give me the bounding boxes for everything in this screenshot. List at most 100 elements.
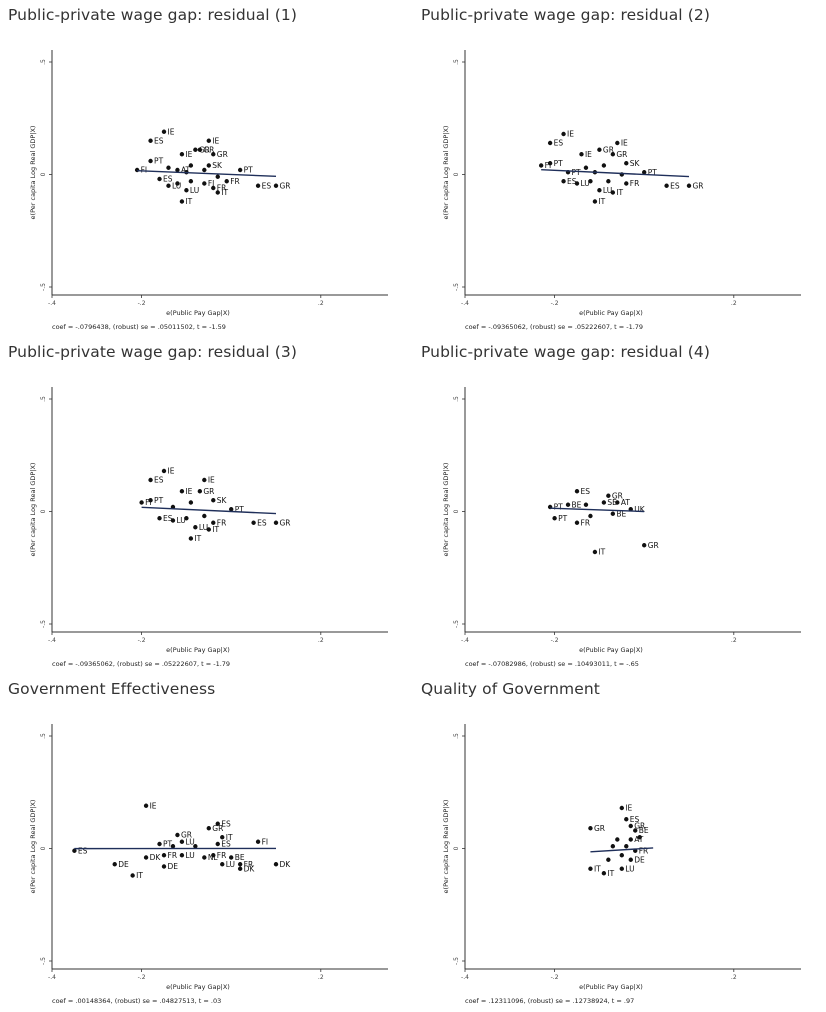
y-tick-label: -.5 <box>453 620 460 628</box>
point-label: DE <box>634 855 645 864</box>
data-point <box>170 844 176 849</box>
point-label: ES <box>154 476 164 485</box>
data-point <box>211 152 216 157</box>
data-point <box>619 866 624 871</box>
data-point <box>583 165 589 170</box>
fit-line <box>590 847 654 853</box>
data-point <box>606 857 611 862</box>
point-label: FI <box>141 166 148 175</box>
point-label: DK <box>150 853 162 862</box>
point-label: AT <box>621 498 631 507</box>
y-tick-label: -.5 <box>453 283 460 291</box>
data-point <box>179 199 185 204</box>
point-label: SK <box>217 496 228 505</box>
data-point <box>130 873 135 878</box>
data-point <box>588 513 593 519</box>
point-label: IT <box>607 869 614 878</box>
chart-panel: Public-private wage gap: residual (3) -.5… <box>0 337 413 674</box>
point-label: IT <box>598 197 605 206</box>
point-label: IT <box>594 864 601 873</box>
point-label: FI <box>545 161 552 170</box>
data-point <box>148 498 153 503</box>
data-point <box>161 129 167 134</box>
point-label: IT <box>221 188 228 197</box>
x-axis-label: e(Public Pay Gap|X) <box>579 646 643 654</box>
data-point <box>179 839 185 844</box>
point-label: LU <box>226 860 235 869</box>
data-point <box>134 167 140 173</box>
y-tick-label: 0 <box>453 509 460 513</box>
point-label: GR <box>603 145 614 154</box>
data-point <box>112 862 117 867</box>
point-label: ES <box>630 815 640 824</box>
point-label: IE <box>585 150 592 159</box>
x-tick-label: -.4 <box>461 300 469 307</box>
x-tick-label: .2 <box>731 637 737 644</box>
y-axis-label: e(Per capita Log Real GDP|X) <box>29 463 37 557</box>
y-tick-label: .5 <box>453 396 460 402</box>
point-label: GR <box>612 491 623 500</box>
data-point <box>538 163 544 168</box>
x-tick-label: -.2 <box>138 300 146 307</box>
point-label: ES <box>670 181 680 190</box>
point-label: IE <box>567 130 574 139</box>
data-point <box>237 862 243 867</box>
point-label: FR <box>230 177 240 186</box>
point-label: IE <box>168 127 175 136</box>
chart-title: Public-private wage gap: residual (3) <box>8 343 297 361</box>
point-label: SK <box>630 159 641 168</box>
point-label: FR <box>581 518 591 527</box>
point-label: GR <box>634 822 645 831</box>
point-label: IE <box>168 467 175 476</box>
point-label: ES <box>221 840 231 849</box>
point-label: LU <box>185 837 194 846</box>
data-point <box>273 183 279 188</box>
point-label: PT <box>163 840 173 849</box>
x-tick-label: .2 <box>318 974 324 981</box>
data-point <box>601 871 607 876</box>
point-label: LU <box>603 186 612 195</box>
point-label: IE <box>625 804 632 813</box>
scatter-plot: -.5 0 .5 -.4 -.2 .2 e(Public Pay Gap|X) e(Per c… <box>29 387 388 668</box>
data-point <box>592 199 598 204</box>
data-point <box>624 161 629 166</box>
data-point <box>561 131 566 137</box>
data-point <box>184 516 189 521</box>
fit-line <box>141 506 277 515</box>
point-label: GR <box>212 824 223 833</box>
data-point <box>251 520 256 525</box>
point-label: IT <box>212 525 219 534</box>
x-tick-label: -.4 <box>48 974 56 981</box>
data-point <box>179 489 185 494</box>
point-label: GR <box>280 518 291 527</box>
fit-line <box>550 507 645 513</box>
y-tick-label: .5 <box>40 59 47 65</box>
point-label: FR <box>639 846 649 855</box>
point-label: FR <box>217 184 227 193</box>
point-label: IT <box>194 534 201 543</box>
data-point <box>202 477 207 483</box>
point-label: DE <box>168 862 179 871</box>
data-point <box>193 844 198 849</box>
data-point <box>610 152 616 157</box>
data-point <box>175 167 180 173</box>
data-point <box>592 549 598 555</box>
point-label: PT <box>244 166 254 175</box>
point-label: BE <box>572 500 582 509</box>
chart-panel: Public-private wage gap: residual (2) -.5… <box>413 0 826 337</box>
y-tick-label: 0 <box>453 846 460 850</box>
x-tick-label: -.2 <box>551 300 559 307</box>
point-label: ES <box>221 819 231 828</box>
data-point <box>211 853 216 858</box>
data-point <box>255 183 261 188</box>
point-label: IE <box>150 801 157 810</box>
data-point <box>664 183 669 188</box>
data-point <box>579 152 584 157</box>
y-axis-label: e(Per capita Log Real GDP|X) <box>442 126 450 220</box>
data-point <box>179 152 185 157</box>
data-point <box>220 862 225 867</box>
x-tick-label: -.2 <box>138 637 146 644</box>
data-point <box>619 805 624 811</box>
data-point <box>161 468 167 474</box>
point-label: ES <box>581 487 591 496</box>
